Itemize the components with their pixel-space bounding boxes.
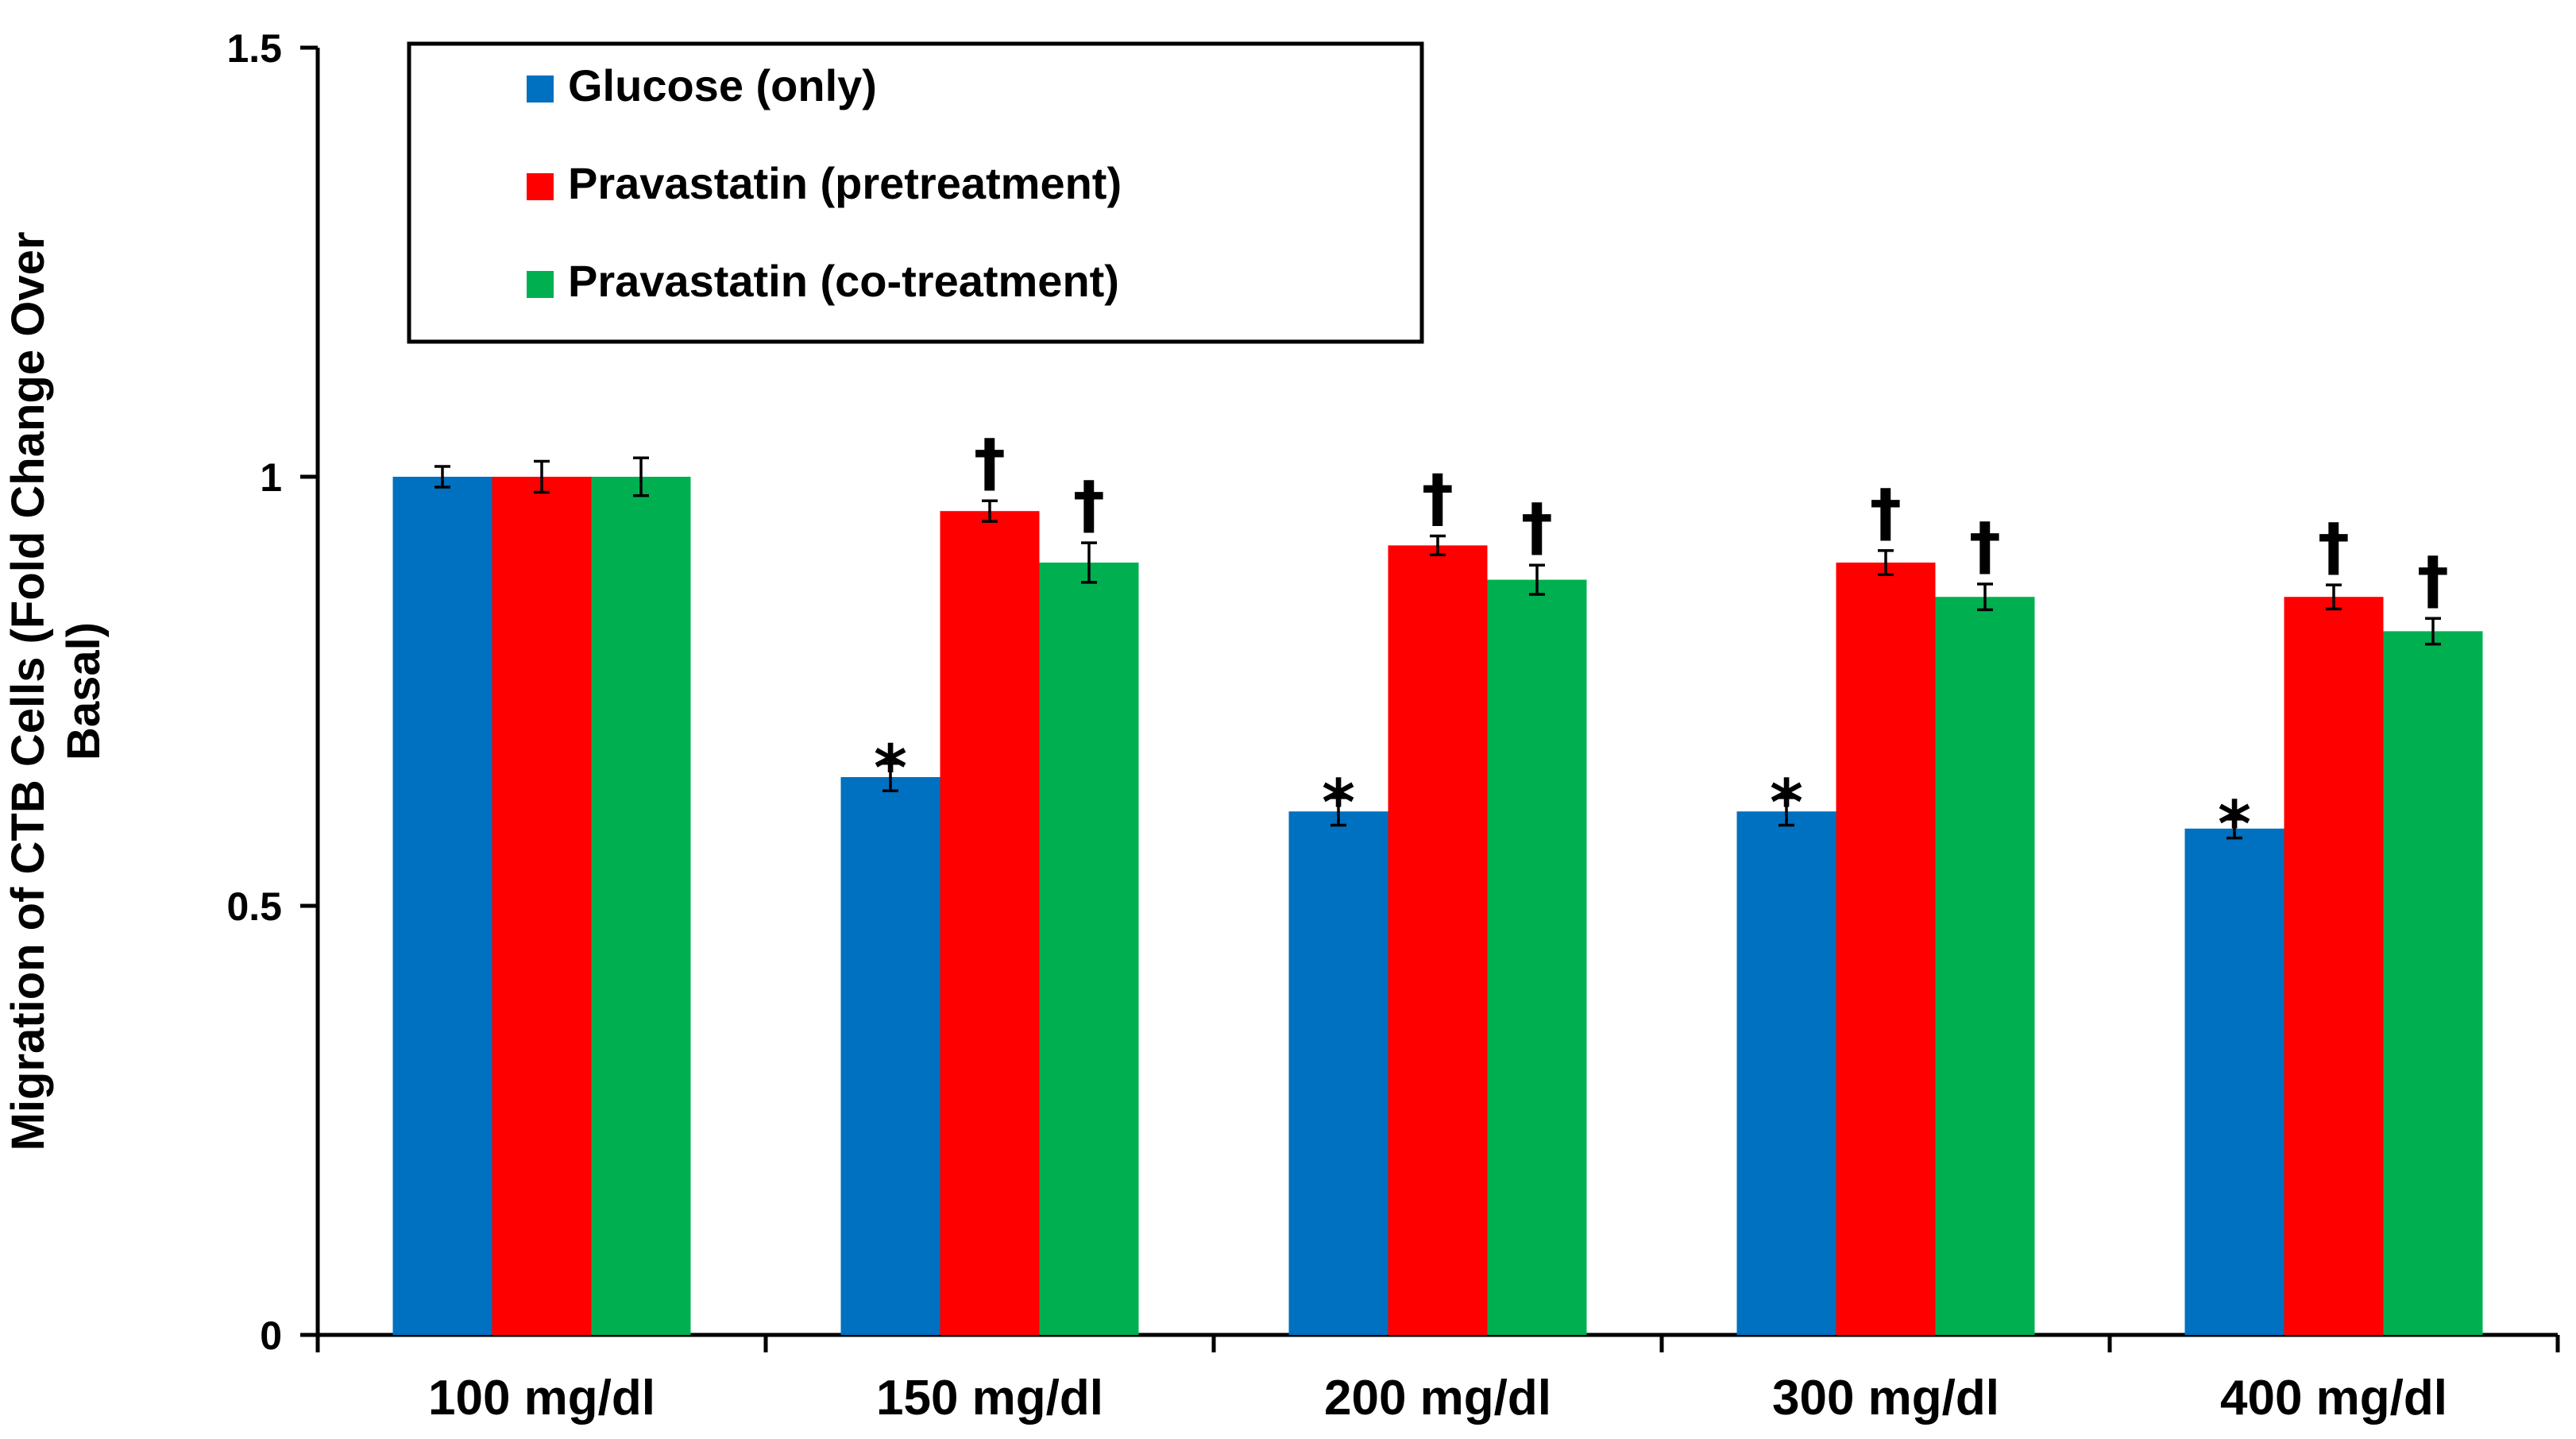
bar (1935, 597, 2035, 1335)
x-tick-label: 200 mg/dl (1324, 1371, 1551, 1425)
axes: 0 0.5 1 1.5 100 mg/dl 150 mg/dl 200 mg/dl 300 m… (226, 26, 2560, 1425)
significance-dagger: † (1521, 490, 1553, 564)
bar (2383, 631, 2483, 1335)
legend-label: Pravastatin (pretreatment) (568, 158, 1122, 208)
legend-label: Glucose (only) (568, 60, 877, 110)
legend-swatch (527, 75, 554, 103)
y-tick-label: 1.5 (226, 26, 282, 71)
x-tick-label: 100 mg/dl (428, 1371, 655, 1425)
bar (2184, 828, 2284, 1335)
bar (1487, 579, 1587, 1335)
significance-asterisk: * (1322, 766, 1355, 840)
bar (1388, 545, 1488, 1335)
bar (840, 777, 940, 1335)
significance-dagger: † (1422, 462, 1454, 536)
significance-asterisk: * (874, 732, 907, 806)
x-tick-label: 400 mg/dl (2220, 1371, 2447, 1425)
x-tick-label: 150 mg/dl (876, 1371, 1103, 1425)
bars: * * * * † † † † † † † † (392, 426, 2483, 1336)
y-tick-label: 0.5 (226, 884, 282, 929)
significance-dagger: † (2417, 543, 2449, 617)
legend-swatch (527, 173, 554, 200)
significance-dagger: † (1870, 476, 1902, 550)
significance-dagger: † (2318, 510, 2350, 584)
legend-label: Pravastatin (co-treatment) (568, 256, 1119, 306)
legend: Glucose (only) Pravastatin (pretreatment)… (407, 41, 1424, 344)
significance-dagger: † (1073, 468, 1105, 542)
significance-dagger: † (1969, 509, 2001, 583)
bar (2284, 597, 2384, 1335)
x-tick-label: 300 mg/dl (1772, 1371, 1999, 1425)
bar (591, 477, 691, 1335)
y-tick-label: 1 (260, 455, 282, 500)
bar (1836, 563, 1936, 1335)
bar (1736, 811, 1836, 1335)
y-axis-label: Migration of CTB Cells (Fold Change Over… (2, 232, 110, 1151)
legend-box (407, 41, 1424, 344)
y-tick-label: 0 (260, 1313, 282, 1358)
significance-asterisk: * (1770, 766, 1803, 840)
significance-asterisk: * (2218, 787, 2251, 861)
bar (940, 511, 1040, 1336)
y-axis-label-line: Basal) (58, 622, 110, 760)
bar (392, 477, 492, 1335)
legend-swatch (527, 271, 554, 298)
bar (1288, 811, 1388, 1335)
y-axis-label-line: Migration of CTB Cells (Fold Change Over (2, 232, 54, 1151)
bar (1039, 563, 1139, 1335)
significance-dagger: † (974, 426, 1006, 500)
bar (492, 477, 592, 1335)
